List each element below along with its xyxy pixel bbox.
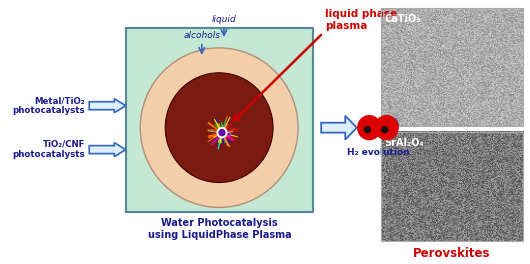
Polygon shape <box>89 99 126 113</box>
Circle shape <box>358 116 381 140</box>
Circle shape <box>375 116 398 140</box>
Ellipse shape <box>140 48 298 208</box>
Circle shape <box>365 127 370 133</box>
Text: TiO₂/CNF
photocatalysts: TiO₂/CNF photocatalysts <box>13 140 85 159</box>
Ellipse shape <box>165 73 273 182</box>
Text: Metal/TiO₂
photocatalysts: Metal/TiO₂ photocatalysts <box>13 96 85 115</box>
Text: CaTiO₃: CaTiO₃ <box>385 14 421 24</box>
Circle shape <box>382 127 387 133</box>
Polygon shape <box>89 143 126 157</box>
Text: Water Photocatalysis
using LiquidPhase Plasma: Water Photocatalysis using LiquidPhase P… <box>148 218 292 240</box>
Text: alcohols: alcohols <box>183 31 220 40</box>
Text: SrAl₂O₄: SrAl₂O₄ <box>385 138 425 148</box>
Circle shape <box>217 128 227 138</box>
Circle shape <box>219 130 225 136</box>
Polygon shape <box>321 116 357 140</box>
Text: Perovskites: Perovskites <box>413 247 491 260</box>
Text: liquid: liquid <box>211 15 236 24</box>
Text: liquid phase
plasma: liquid phase plasma <box>325 9 397 31</box>
FancyBboxPatch shape <box>126 28 313 213</box>
Text: H₂ evolution: H₂ evolution <box>347 148 409 157</box>
